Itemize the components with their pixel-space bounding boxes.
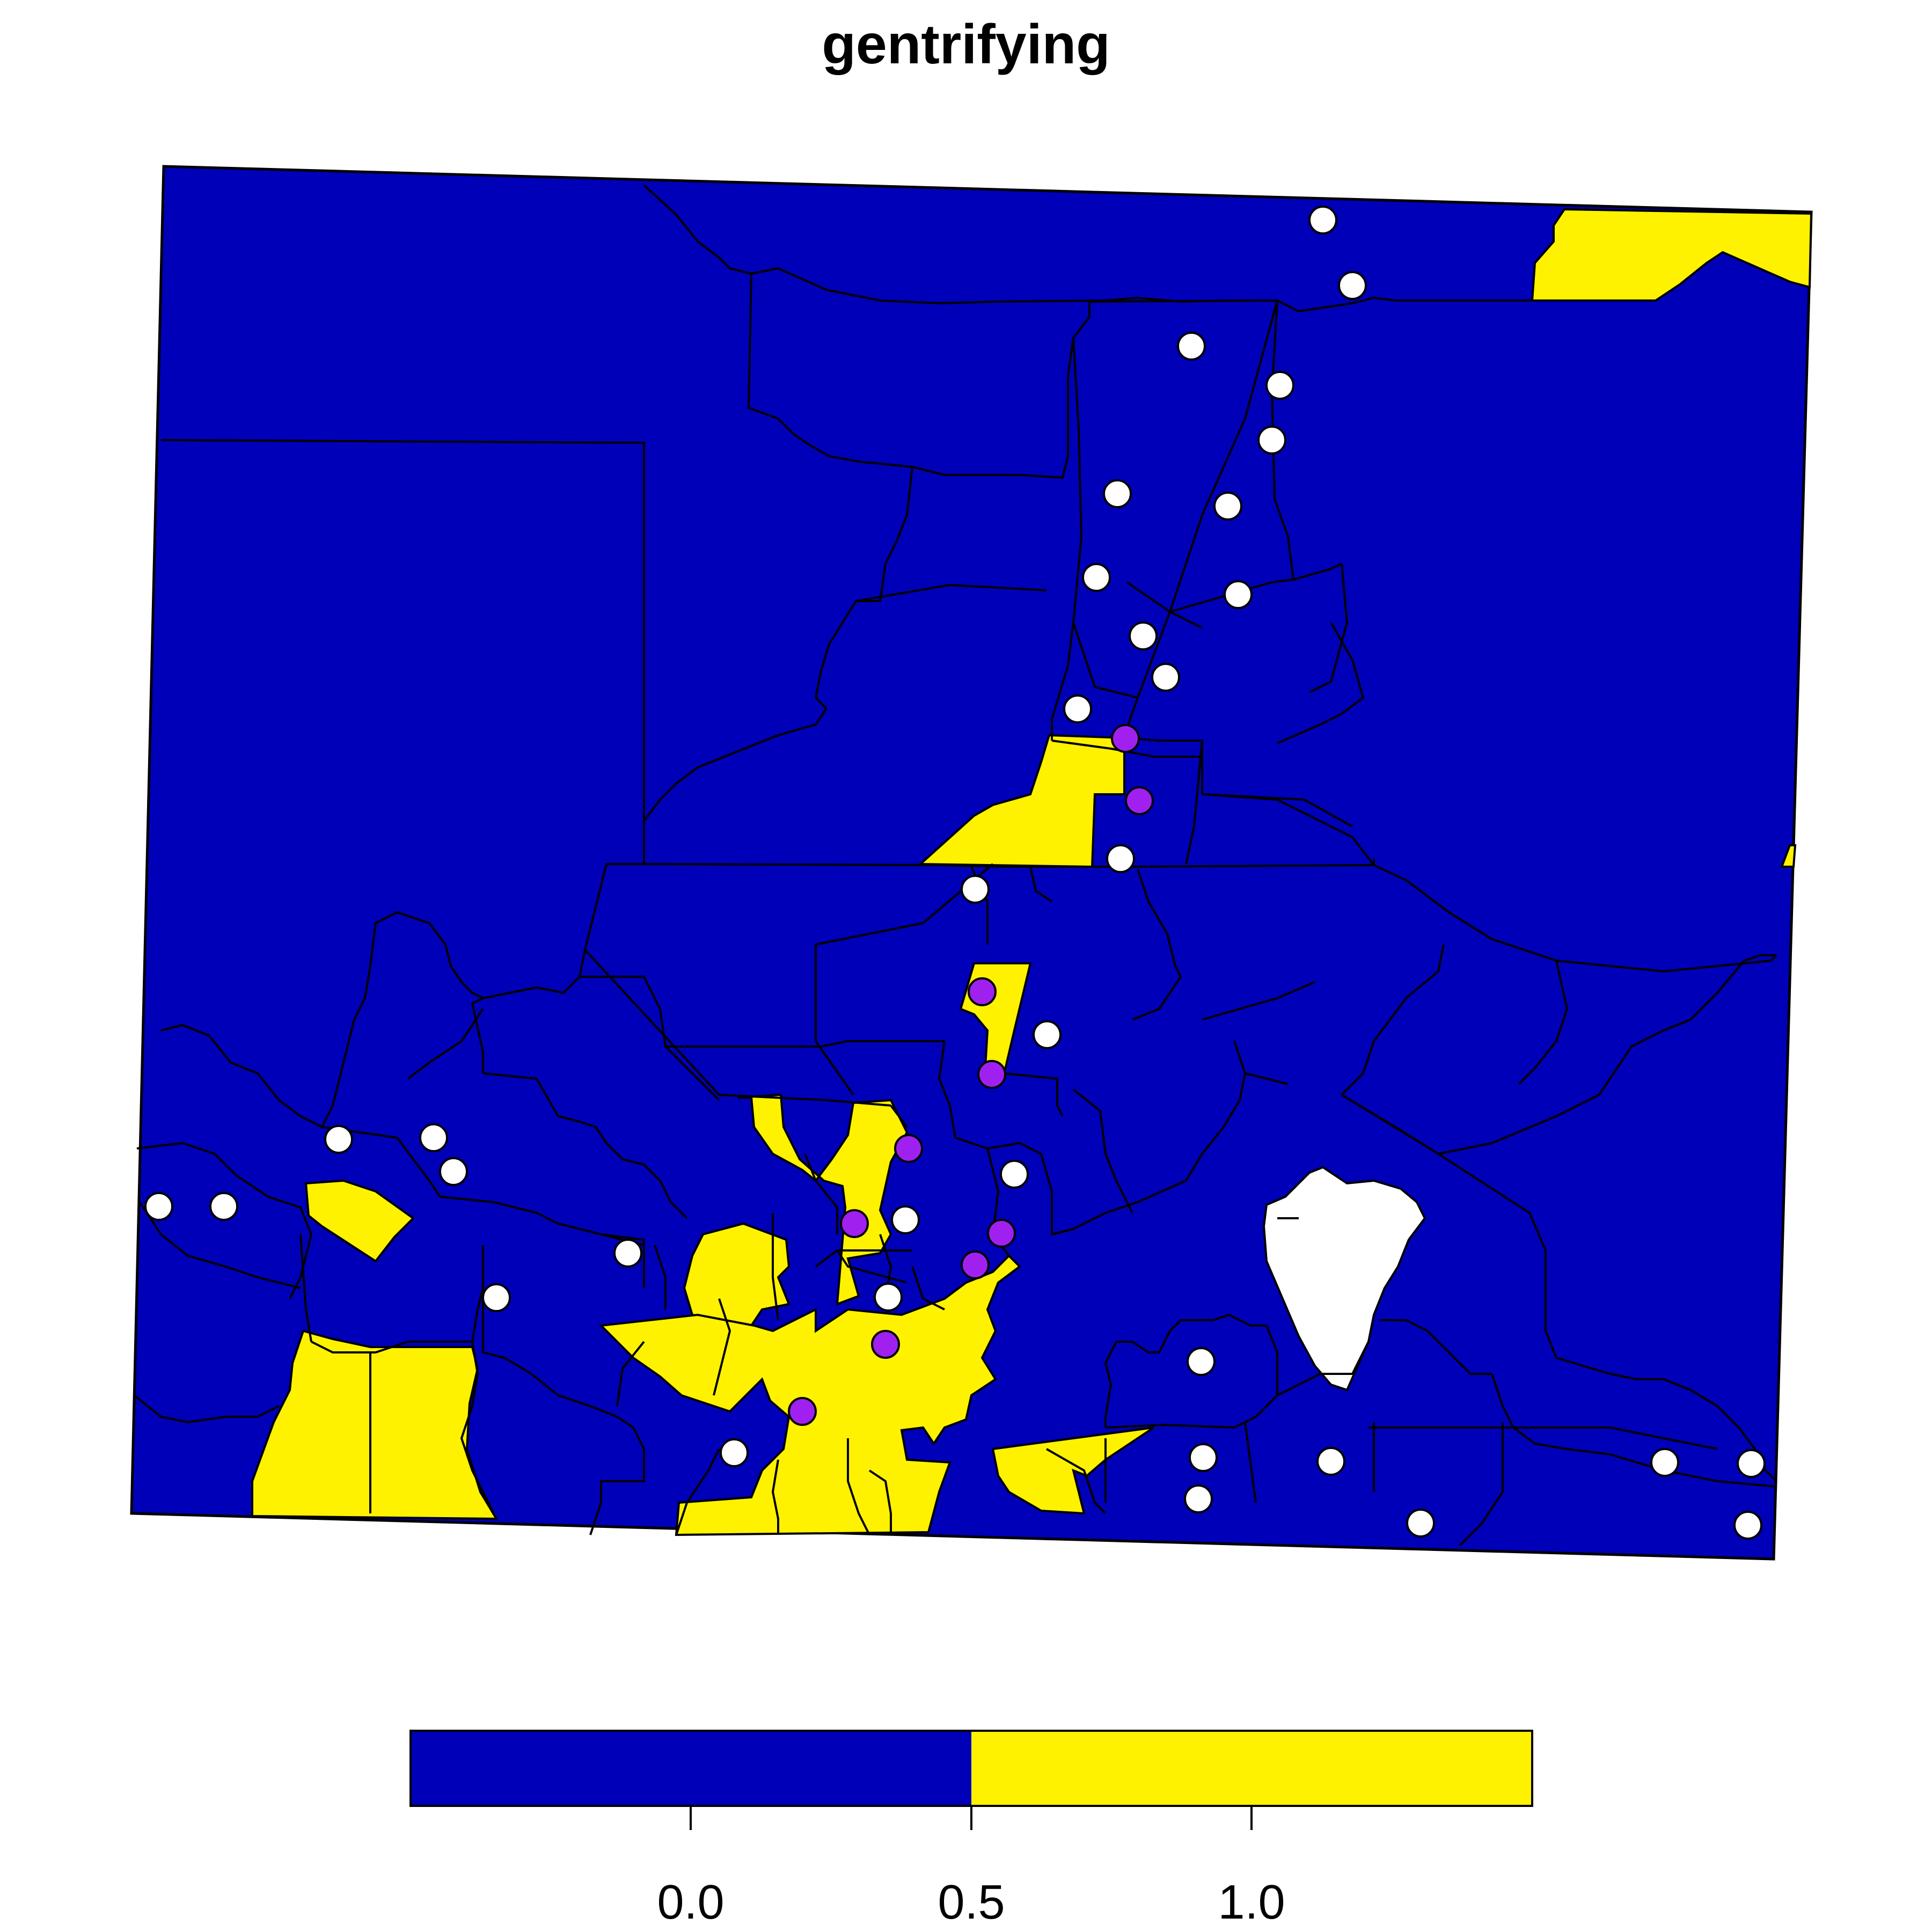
point-white [1000, 1160, 1029, 1189]
point-white [1106, 844, 1135, 873]
point-white [209, 1192, 238, 1221]
tract-boundaries [133, 184, 1777, 1547]
point-white [1151, 663, 1180, 692]
white-points [144, 206, 1766, 1540]
point-white [720, 1438, 749, 1467]
point-white [419, 1123, 448, 1152]
point-purple [894, 1134, 923, 1163]
legend-tick-label-1: 0.5 [938, 1876, 1005, 1929]
point-purple [1111, 724, 1140, 753]
point-purple [968, 977, 997, 1006]
point-purple [788, 1397, 817, 1426]
point-purple [987, 1219, 1016, 1248]
purple-points [788, 724, 1154, 1426]
point-white [1129, 621, 1158, 650]
point-white [613, 1239, 642, 1268]
legend-tick-label-2: 1.0 [1218, 1876, 1285, 1929]
point-white [1406, 1509, 1435, 1538]
point-white [1224, 580, 1253, 609]
point-white [1338, 271, 1367, 300]
point-white [1033, 1020, 1062, 1049]
point-white [1082, 563, 1111, 592]
point-white [961, 875, 990, 904]
point-purple [1125, 786, 1154, 815]
point-white [439, 1157, 468, 1186]
point-white [1733, 1511, 1762, 1540]
point-white [1063, 694, 1092, 723]
point-purple [840, 1209, 869, 1238]
point-white [1213, 492, 1242, 521]
point-purple [961, 1250, 990, 1279]
point-white [1257, 426, 1286, 455]
point-purple [977, 1060, 1006, 1089]
point-white [1265, 371, 1294, 400]
legend: 0.0 0.5 1.0 [409, 1730, 1533, 1929]
point-white [144, 1192, 173, 1221]
gentrifying-tracts [251, 208, 1813, 1536]
point-markers [144, 206, 1766, 1540]
point-white [1189, 1443, 1218, 1472]
point-white [1187, 1347, 1216, 1376]
point-white [1316, 1447, 1345, 1476]
point-white [874, 1283, 903, 1312]
point-white [1103, 479, 1132, 508]
map-title: gentrifying [822, 13, 1110, 76]
point-white [482, 1283, 511, 1312]
point-white [1177, 332, 1206, 361]
point-white [324, 1125, 353, 1154]
point-white [891, 1205, 920, 1234]
point-white [1650, 1448, 1679, 1477]
legend-tick-label-0: 0.0 [657, 1876, 724, 1929]
point-white [1184, 1484, 1213, 1513]
point-white [1308, 206, 1337, 235]
point-white [1737, 1449, 1766, 1478]
legend-bin-low [411, 1731, 971, 1806]
point-purple [871, 1330, 900, 1359]
legend-bin-high [971, 1731, 1532, 1806]
